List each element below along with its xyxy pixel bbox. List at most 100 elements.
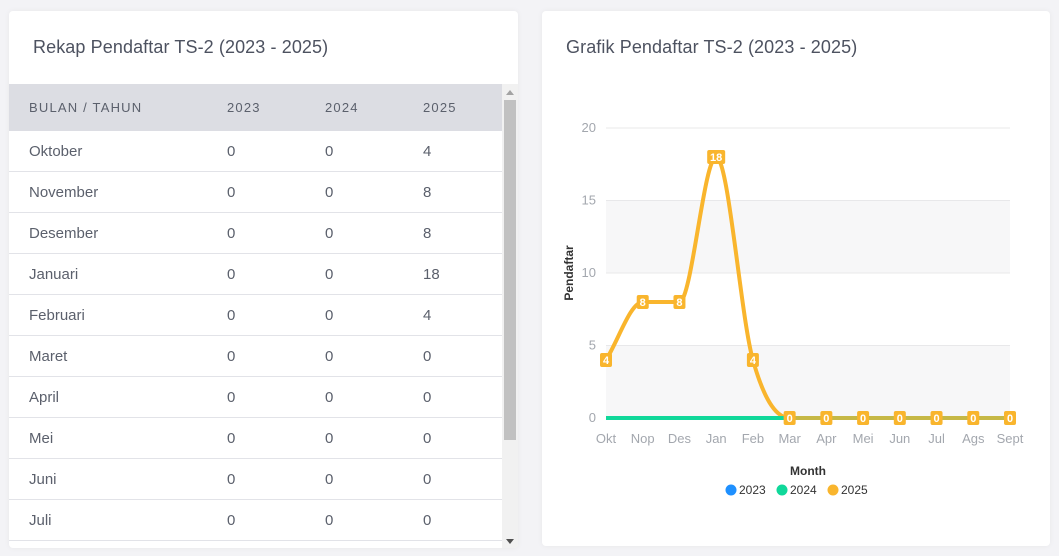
count-cell: 0 [325, 212, 423, 254]
scroll-thumb[interactable] [504, 100, 516, 440]
data-label: 18 [710, 152, 722, 164]
x-tick-label: Mei [853, 431, 874, 446]
x-tick-label: Okt [596, 431, 617, 446]
count-cell: 0 [325, 131, 423, 172]
scroll-up-arrow-icon[interactable] [506, 90, 514, 95]
data-label-box [746, 353, 759, 367]
y-tick-label: 5 [589, 338, 596, 353]
x-tick-label: Ags [962, 431, 985, 446]
data-label: 0 [787, 413, 793, 425]
data-label-box [673, 295, 686, 309]
data-label-box [636, 295, 649, 309]
data-label: 0 [823, 413, 829, 425]
table-row: Januari 0 0 18 [9, 253, 502, 295]
legend-marker-2024 [776, 484, 788, 496]
data-label: 4 [750, 355, 757, 367]
data-label: 0 [860, 413, 866, 425]
table-row: April 0 0 0 [9, 376, 502, 418]
month-cell: April [9, 376, 227, 418]
count-cell: 8 [423, 212, 502, 254]
legend-label: 2023 [739, 483, 766, 497]
recap-table-card: Rekap Pendaftar TS-2 (2023 - 2025) BULAN… [9, 11, 518, 548]
x-tick-label: Mar [778, 431, 801, 446]
y-tick-label: 15 [582, 193, 596, 208]
table-row: Oktober 0 0 4 [9, 131, 502, 172]
month-cell: November [9, 171, 227, 213]
grid-band [606, 345, 1010, 418]
month-cell: Januari [9, 253, 227, 295]
data-label: 0 [970, 413, 976, 425]
data-label-box [783, 411, 796, 425]
recap-table: BULAN / TAHUN 2023 2024 2025 Oktober 0 0 4 N… [9, 84, 502, 541]
count-cell: 0 [423, 376, 502, 418]
y-tick-label: 20 [582, 120, 596, 135]
count-cell: 4 [423, 294, 502, 336]
month-cell: Juni [9, 458, 227, 500]
count-cell: 0 [325, 458, 423, 500]
column-header-2024: 2024 [325, 100, 359, 115]
table-row: Februari 0 0 4 [9, 294, 502, 336]
grid-band [606, 200, 1010, 273]
table-row: Juni 0 0 0 [9, 458, 502, 500]
count-cell: 0 [325, 171, 423, 213]
legend-label: 2025 [841, 483, 868, 497]
count-cell: 0 [227, 253, 325, 295]
table-scrollbar[interactable] [502, 84, 518, 548]
table-row: Juli 0 0 0 [9, 499, 502, 541]
recap-table-title: Rekap Pendaftar TS-2 (2023 - 2025) [33, 37, 329, 57]
month-cell: Maret [9, 335, 227, 377]
data-label: 0 [1007, 413, 1013, 425]
count-cell: 0 [325, 499, 423, 541]
count-cell: 0 [423, 499, 502, 541]
count-cell: 0 [227, 171, 325, 213]
x-tick-label: Nop [631, 431, 655, 446]
table-row: Desember 0 0 8 [9, 212, 502, 254]
month-cell: Mei [9, 417, 227, 459]
count-cell: 0 [227, 499, 325, 541]
count-cell: 0 [227, 376, 325, 418]
x-tick-label: Jan [706, 431, 727, 446]
x-tick-label: Sept [997, 431, 1024, 446]
data-label-box [1004, 411, 1016, 425]
data-label-box [820, 411, 833, 425]
chart-card-title: Grafik Pendaftar TS-2 (2023 - 2025) [566, 37, 858, 57]
x-tick-label: Jun [889, 431, 910, 446]
data-label: 0 [933, 413, 939, 425]
count-cell: 0 [227, 458, 325, 500]
count-cell: 8 [423, 171, 502, 213]
month-cell: Oktober [9, 131, 227, 172]
data-label-box [967, 411, 980, 425]
month-cell: Februari [9, 294, 227, 336]
data-label-box [893, 411, 906, 425]
table-row: November 0 0 8 [9, 171, 502, 213]
data-label: 8 [676, 297, 682, 309]
data-label-box [600, 353, 612, 367]
column-header-2025: 2025 [423, 100, 457, 115]
column-header-month: BULAN / TAHUN [29, 100, 143, 115]
scroll-down-arrow-icon[interactable] [506, 539, 514, 544]
y-tick-label: 0 [589, 410, 596, 425]
table-row: Mei 0 0 0 [9, 417, 502, 459]
count-cell: 0 [423, 335, 502, 377]
data-label: 4 [603, 355, 610, 367]
month-cell: Juli [9, 499, 227, 541]
y-axis-label: Pendaftar [562, 245, 576, 301]
count-cell: 0 [227, 294, 325, 336]
table-header-row: BULAN / TAHUN 2023 2024 2025 [9, 84, 502, 131]
count-cell: 0 [423, 417, 502, 459]
x-tick-label: Des [668, 431, 692, 446]
count-cell: 0 [227, 131, 325, 172]
data-label-box [930, 411, 943, 425]
y-tick-label: 10 [582, 265, 596, 280]
count-cell: 0 [227, 335, 325, 377]
data-label-box [857, 411, 870, 425]
line-chart: 0 5 10 15 20 Okt Nop Des Jan Feb Mar Apr Mei Jun Jul Ag… [562, 120, 1024, 497]
table-row: Maret 0 0 0 [9, 335, 502, 377]
data-label: 0 [897, 413, 903, 425]
count-cell: 0 [325, 253, 423, 295]
legend-label: 2024 [790, 483, 817, 497]
recap-table-scroll-area[interactable]: BULAN / TAHUN 2023 2024 2025 Oktober 0 0 4 N… [9, 84, 518, 548]
month-cell: Desember [9, 212, 227, 254]
count-cell: 0 [227, 212, 325, 254]
count-cell: 0 [325, 376, 423, 418]
